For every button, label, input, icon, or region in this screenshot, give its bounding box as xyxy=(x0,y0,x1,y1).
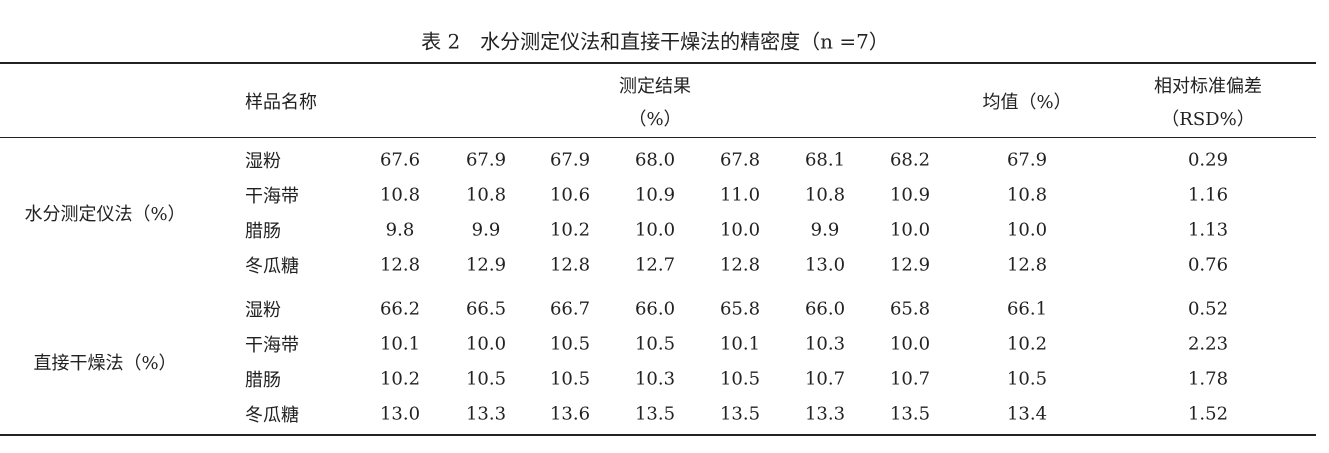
sample-cell: 冬瓜糖 xyxy=(245,405,299,426)
mean-cell: 66.1 xyxy=(1006,298,1048,320)
result-cell: 10.2 xyxy=(549,219,591,241)
header-cell: 均值（%） xyxy=(982,92,1072,113)
rsd-cell: 0.29 xyxy=(1187,149,1229,171)
rsd-cell: 1.16 xyxy=(1187,184,1229,206)
mean-cell: 67.9 xyxy=(1006,149,1048,171)
result-cell: 10.8 xyxy=(804,184,846,206)
mean-cell: 10.5 xyxy=(1006,368,1048,390)
result-cell: 10.2 xyxy=(379,368,421,390)
result-cell: 66.0 xyxy=(804,298,846,320)
result-cell: 9.8 xyxy=(385,219,415,241)
sample-cell: 干海带 xyxy=(245,186,299,207)
result-cell: 68.0 xyxy=(634,149,676,171)
result-cell: 13.3 xyxy=(804,403,846,425)
sample-cell: 湿粉 xyxy=(245,151,281,172)
result-cell: 10.3 xyxy=(634,368,676,390)
header-cell: 测定结果 xyxy=(619,76,691,97)
result-cell: 66.0 xyxy=(634,298,676,320)
result-cell: 13.5 xyxy=(889,403,931,425)
method-cell: 水分测定仪法（%） xyxy=(24,203,186,225)
result-cell: 10.7 xyxy=(889,368,931,390)
result-cell: 10.5 xyxy=(465,368,507,390)
result-cell: 13.6 xyxy=(549,403,591,425)
mean-cell: 12.8 xyxy=(1006,254,1048,276)
result-cell: 12.8 xyxy=(379,254,421,276)
result-cell: 10.5 xyxy=(549,368,591,390)
rsd-cell: 1.52 xyxy=(1187,403,1229,425)
result-cell: 10.1 xyxy=(719,333,761,355)
result-cell: 13.0 xyxy=(379,403,421,425)
result-cell: 12.9 xyxy=(889,254,931,276)
result-cell: 13.5 xyxy=(719,403,761,425)
result-cell: 68.2 xyxy=(889,149,931,171)
result-cell: 9.9 xyxy=(471,219,501,241)
result-cell: 67.8 xyxy=(719,149,761,171)
result-cell: 10.7 xyxy=(804,368,846,390)
result-cell: 12.7 xyxy=(634,254,676,276)
result-cell: 66.5 xyxy=(465,298,507,320)
bottom-rule xyxy=(0,434,1316,436)
sample-cell: 湿粉 xyxy=(245,300,281,321)
sample-cell: 腊肠 xyxy=(245,370,281,391)
header-cell: （RSD%） xyxy=(1161,109,1255,130)
rsd-cell: 0.76 xyxy=(1187,254,1229,276)
result-cell: 65.8 xyxy=(719,298,761,320)
method-cell: 直接干燥法（%） xyxy=(33,352,177,374)
result-cell: 66.7 xyxy=(549,298,591,320)
sample-cell: 冬瓜糖 xyxy=(245,256,299,277)
result-cell: 10.8 xyxy=(465,184,507,206)
mean-cell: 13.4 xyxy=(1006,403,1048,425)
result-cell: 10.5 xyxy=(719,368,761,390)
mean-cell: 10.0 xyxy=(1006,219,1048,241)
result-cell: 10.3 xyxy=(804,333,846,355)
result-cell: 11.0 xyxy=(719,184,761,206)
result-cell: 12.9 xyxy=(465,254,507,276)
result-cell: 10.0 xyxy=(634,219,676,241)
header-cell: 相对标准偏差 xyxy=(1154,76,1262,97)
result-cell: 10.9 xyxy=(889,184,931,206)
sample-cell: 腊肠 xyxy=(245,221,281,242)
rsd-cell: 1.78 xyxy=(1187,368,1229,390)
rsd-cell: 0.52 xyxy=(1187,298,1229,320)
result-cell: 10.0 xyxy=(465,333,507,355)
mean-cell: 10.2 xyxy=(1006,333,1048,355)
result-cell: 12.8 xyxy=(719,254,761,276)
rsd-cell: 2.23 xyxy=(1187,333,1229,355)
result-cell: 10.9 xyxy=(634,184,676,206)
result-cell: 10.1 xyxy=(379,333,421,355)
result-cell: 13.3 xyxy=(465,403,507,425)
result-cell: 10.5 xyxy=(549,333,591,355)
result-cell: 68.1 xyxy=(804,149,846,171)
header-rule xyxy=(0,137,1316,138)
result-cell: 67.9 xyxy=(465,149,507,171)
result-cell: 10.5 xyxy=(634,333,676,355)
mean-cell: 10.8 xyxy=(1006,184,1048,206)
result-cell: 67.9 xyxy=(549,149,591,171)
table-title: 表 2 水分测定仪法和直接干燥法的精密度（n =7） xyxy=(421,29,889,54)
header-cell: （%） xyxy=(628,109,682,130)
result-cell: 13.5 xyxy=(634,403,676,425)
sample-cell: 干海带 xyxy=(245,335,299,356)
result-cell: 12.8 xyxy=(549,254,591,276)
top-rule xyxy=(0,62,1316,64)
result-cell: 10.8 xyxy=(379,184,421,206)
header-cell: 样品名称 xyxy=(245,92,317,113)
result-cell: 65.8 xyxy=(889,298,931,320)
rsd-cell: 1.13 xyxy=(1187,219,1229,241)
result-cell: 10.0 xyxy=(889,333,931,355)
result-cell: 10.0 xyxy=(719,219,761,241)
result-cell: 67.6 xyxy=(379,149,421,171)
result-cell: 13.0 xyxy=(804,254,846,276)
result-cell: 66.2 xyxy=(379,298,421,320)
result-cell: 10.0 xyxy=(889,219,931,241)
result-cell: 9.9 xyxy=(810,219,840,241)
result-cell: 10.6 xyxy=(549,184,591,206)
